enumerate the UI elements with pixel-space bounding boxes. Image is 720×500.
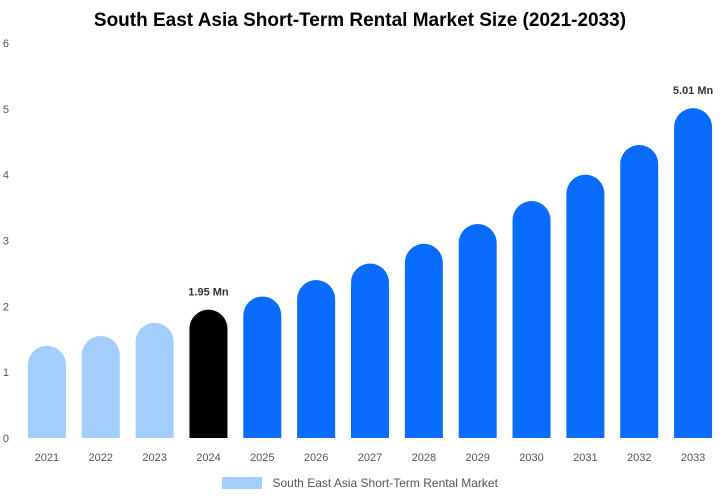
- x-tick-label: 2030: [519, 452, 543, 464]
- bar-2032: [620, 145, 659, 438]
- data-labels-group: 1.95 Mn 5.01 Mn: [188, 85, 713, 298]
- y-tick-label: 1: [3, 367, 9, 379]
- legend-label: South East Asia Short-Term Rental Market: [272, 475, 498, 490]
- bar-2028: [404, 243, 443, 438]
- bars-group: [27, 108, 713, 439]
- legend: South East Asia Short-Term Rental Market: [0, 474, 720, 492]
- bar-2025: [243, 296, 282, 438]
- y-tick-label: 2: [3, 301, 9, 313]
- x-tick-label: 2023: [142, 452, 166, 464]
- x-axis: 2021 2022 2023 2024 2025 2026 2027 2028 2029 2030…: [35, 452, 706, 464]
- x-tick-label: 2031: [573, 452, 597, 464]
- x-tick-label: 2026: [304, 452, 328, 464]
- y-tick-label: 5: [3, 104, 9, 116]
- bar-2033: [674, 108, 713, 439]
- data-label-2033: 5.01 Mn: [673, 85, 714, 97]
- bar-2023: [135, 322, 174, 438]
- bar-2026: [297, 280, 336, 438]
- x-tick-label: 2029: [465, 452, 489, 464]
- y-axis: 0 1 2 3 4 5 6: [3, 38, 9, 445]
- bar-2021: [27, 345, 66, 438]
- bar-2030: [512, 201, 551, 438]
- bar-2024: [189, 309, 228, 438]
- x-tick-label: 2033: [681, 452, 705, 464]
- x-tick-label: 2027: [358, 452, 382, 464]
- x-tick-label: 2025: [250, 452, 274, 464]
- x-tick-label: 2028: [412, 452, 436, 464]
- chart-title: South East Asia Short-Term Rental Market…: [93, 10, 627, 31]
- bar-2022: [81, 335, 120, 438]
- y-tick-label: 4: [3, 170, 9, 182]
- x-tick-label: 2024: [196, 452, 220, 464]
- bar-2027: [351, 263, 389, 438]
- legend-swatch: [222, 476, 263, 489]
- x-tick-label: 2032: [627, 452, 651, 464]
- x-tick-label: 2021: [35, 452, 59, 464]
- y-tick-label: 3: [3, 236, 9, 248]
- bar-2029: [458, 224, 497, 438]
- y-tick-label: 0: [3, 433, 9, 445]
- bar-2031: [566, 174, 605, 438]
- data-label-2024: 1.95 Mn: [188, 287, 229, 299]
- x-tick-label: 2022: [89, 452, 113, 464]
- y-tick-label: 6: [3, 38, 9, 50]
